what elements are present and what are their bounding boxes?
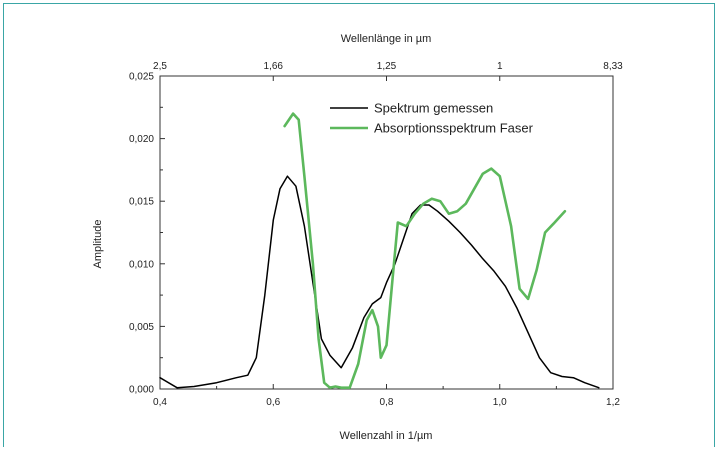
x-tick-label: 1,0: [493, 397, 507, 408]
x-tick-label: 0,8: [380, 397, 394, 408]
axis-ticks: 0,4 0,6 0,8 1,0 1,2 2,5 1,66 1,25 1 8,33 0,000 0,00…: [129, 61, 623, 408]
top-tick-label: 2,5: [153, 61, 167, 72]
top-tick-label: 1,25: [377, 61, 397, 72]
legend-label: Spektrum gemessen: [374, 101, 493, 116]
y-axis-title: Amplitude: [92, 220, 104, 269]
x-axis-title: Wellenzahl in 1/µm: [340, 430, 433, 442]
x-tick-label: 0,4: [153, 397, 167, 408]
top-tick-label: 1: [497, 61, 503, 72]
top-tick-label: 1,66: [264, 61, 284, 72]
y-tick-label: 0,020: [129, 134, 154, 145]
series-layer: [159, 112, 600, 389]
legend-label: Absorptionsspektrum Faser: [374, 121, 534, 136]
legend: Spektrum gemessen Absorptionsspektrum Fas…: [330, 101, 534, 136]
top-x-axis-title: Wellenlänge in µm: [341, 33, 432, 45]
y-tick-label: 0,010: [129, 259, 154, 270]
y-tick-label: 0,005: [129, 322, 154, 333]
y-tick-label: 0,025: [129, 72, 154, 83]
series-line-absorption: [283, 112, 567, 389]
top-tick-label: 8,33: [603, 61, 623, 72]
x-tick-label: 1,2: [606, 397, 620, 408]
series-line-spektrum: [159, 175, 600, 389]
x-tick-label: 0,6: [266, 397, 280, 408]
y-tick-label: 0,015: [129, 197, 154, 208]
figure-frame: [3, 3, 715, 447]
y-tick-label: 0,000: [129, 385, 154, 396]
